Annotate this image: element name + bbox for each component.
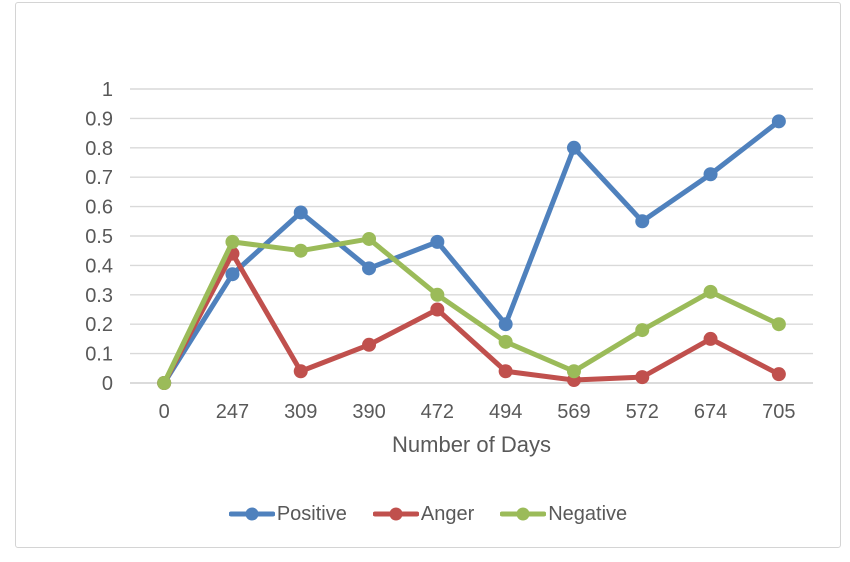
legend-label-anger: Anger [420,503,475,525]
y-tick-label: 0.3 [85,285,113,307]
series-marker-positive [771,114,786,129]
y-tick-label: 0 [102,373,113,395]
series-line-negative [161,236,782,386]
series-line-positive [161,118,782,386]
y-tick-label: 0.7 [85,167,113,189]
series-marker-negative [566,364,581,379]
series-marker-positive [566,140,581,155]
series-marker-negative [225,234,240,249]
series-marker-anger [635,370,650,385]
series-marker-positive [293,205,308,220]
series-marker-negative [430,287,445,302]
y-tick-label: 0.6 [85,197,113,219]
series-marker-positive [635,214,650,229]
series-marker-negative [362,231,377,246]
legend-label-positive: Positive [276,503,347,525]
series-marker-positive [225,267,240,282]
x-tick-label: 705 [762,401,795,423]
series-marker-positive [703,167,718,182]
series-marker-negative [771,317,786,332]
series-marker-anger [362,337,377,352]
y-tick-label: 0.1 [85,344,113,366]
x-tick-label: 674 [694,401,727,423]
series-line-anger [161,251,782,386]
y-tick-label: 0.4 [85,255,113,277]
x-tick-label: 0 [159,401,170,423]
series-marker-anger [771,367,786,382]
series-marker-negative [703,284,718,299]
x-tick-label: 569 [557,401,590,423]
y-tick-label: 0.5 [85,226,113,248]
legend-item-negative: Negative [500,502,627,526]
x-tick-label: 494 [489,401,522,423]
series-marker-positive [498,317,513,332]
legend-item-anger: Anger [372,502,475,526]
series-marker-negative [157,376,172,390]
series-marker-positive [362,261,377,276]
legend-marker-positive [228,507,275,521]
y-tick-label: 1 [102,79,113,101]
series-marker-anger [293,364,308,379]
legend-marker-negative [500,507,547,521]
y-tick-label: 0.8 [85,138,113,160]
y-tick-label: 0.9 [85,108,113,130]
chart-frame [15,2,841,548]
x-tick-label: 472 [421,401,454,423]
series-marker-negative [498,334,513,349]
x-tick-label: 390 [352,401,385,423]
x-tick-label: 309 [284,401,317,423]
x-tick-label: 572 [626,401,659,423]
series-marker-positive [430,234,445,249]
series-marker-anger [498,364,513,379]
legend: Positive Anger Negative [15,502,841,526]
legend-marker-anger [372,507,419,521]
x-tick-label: 247 [216,401,249,423]
legend-label-negative: Negative [548,503,628,525]
series-marker-negative [293,243,308,258]
series-marker-negative [635,323,650,338]
legend-item-positive: Positive [228,502,347,526]
x-axis-title: Number of Days [392,432,551,457]
series-marker-anger [430,302,445,317]
y-tick-label: 0.2 [85,314,113,336]
series-marker-anger [703,331,718,346]
